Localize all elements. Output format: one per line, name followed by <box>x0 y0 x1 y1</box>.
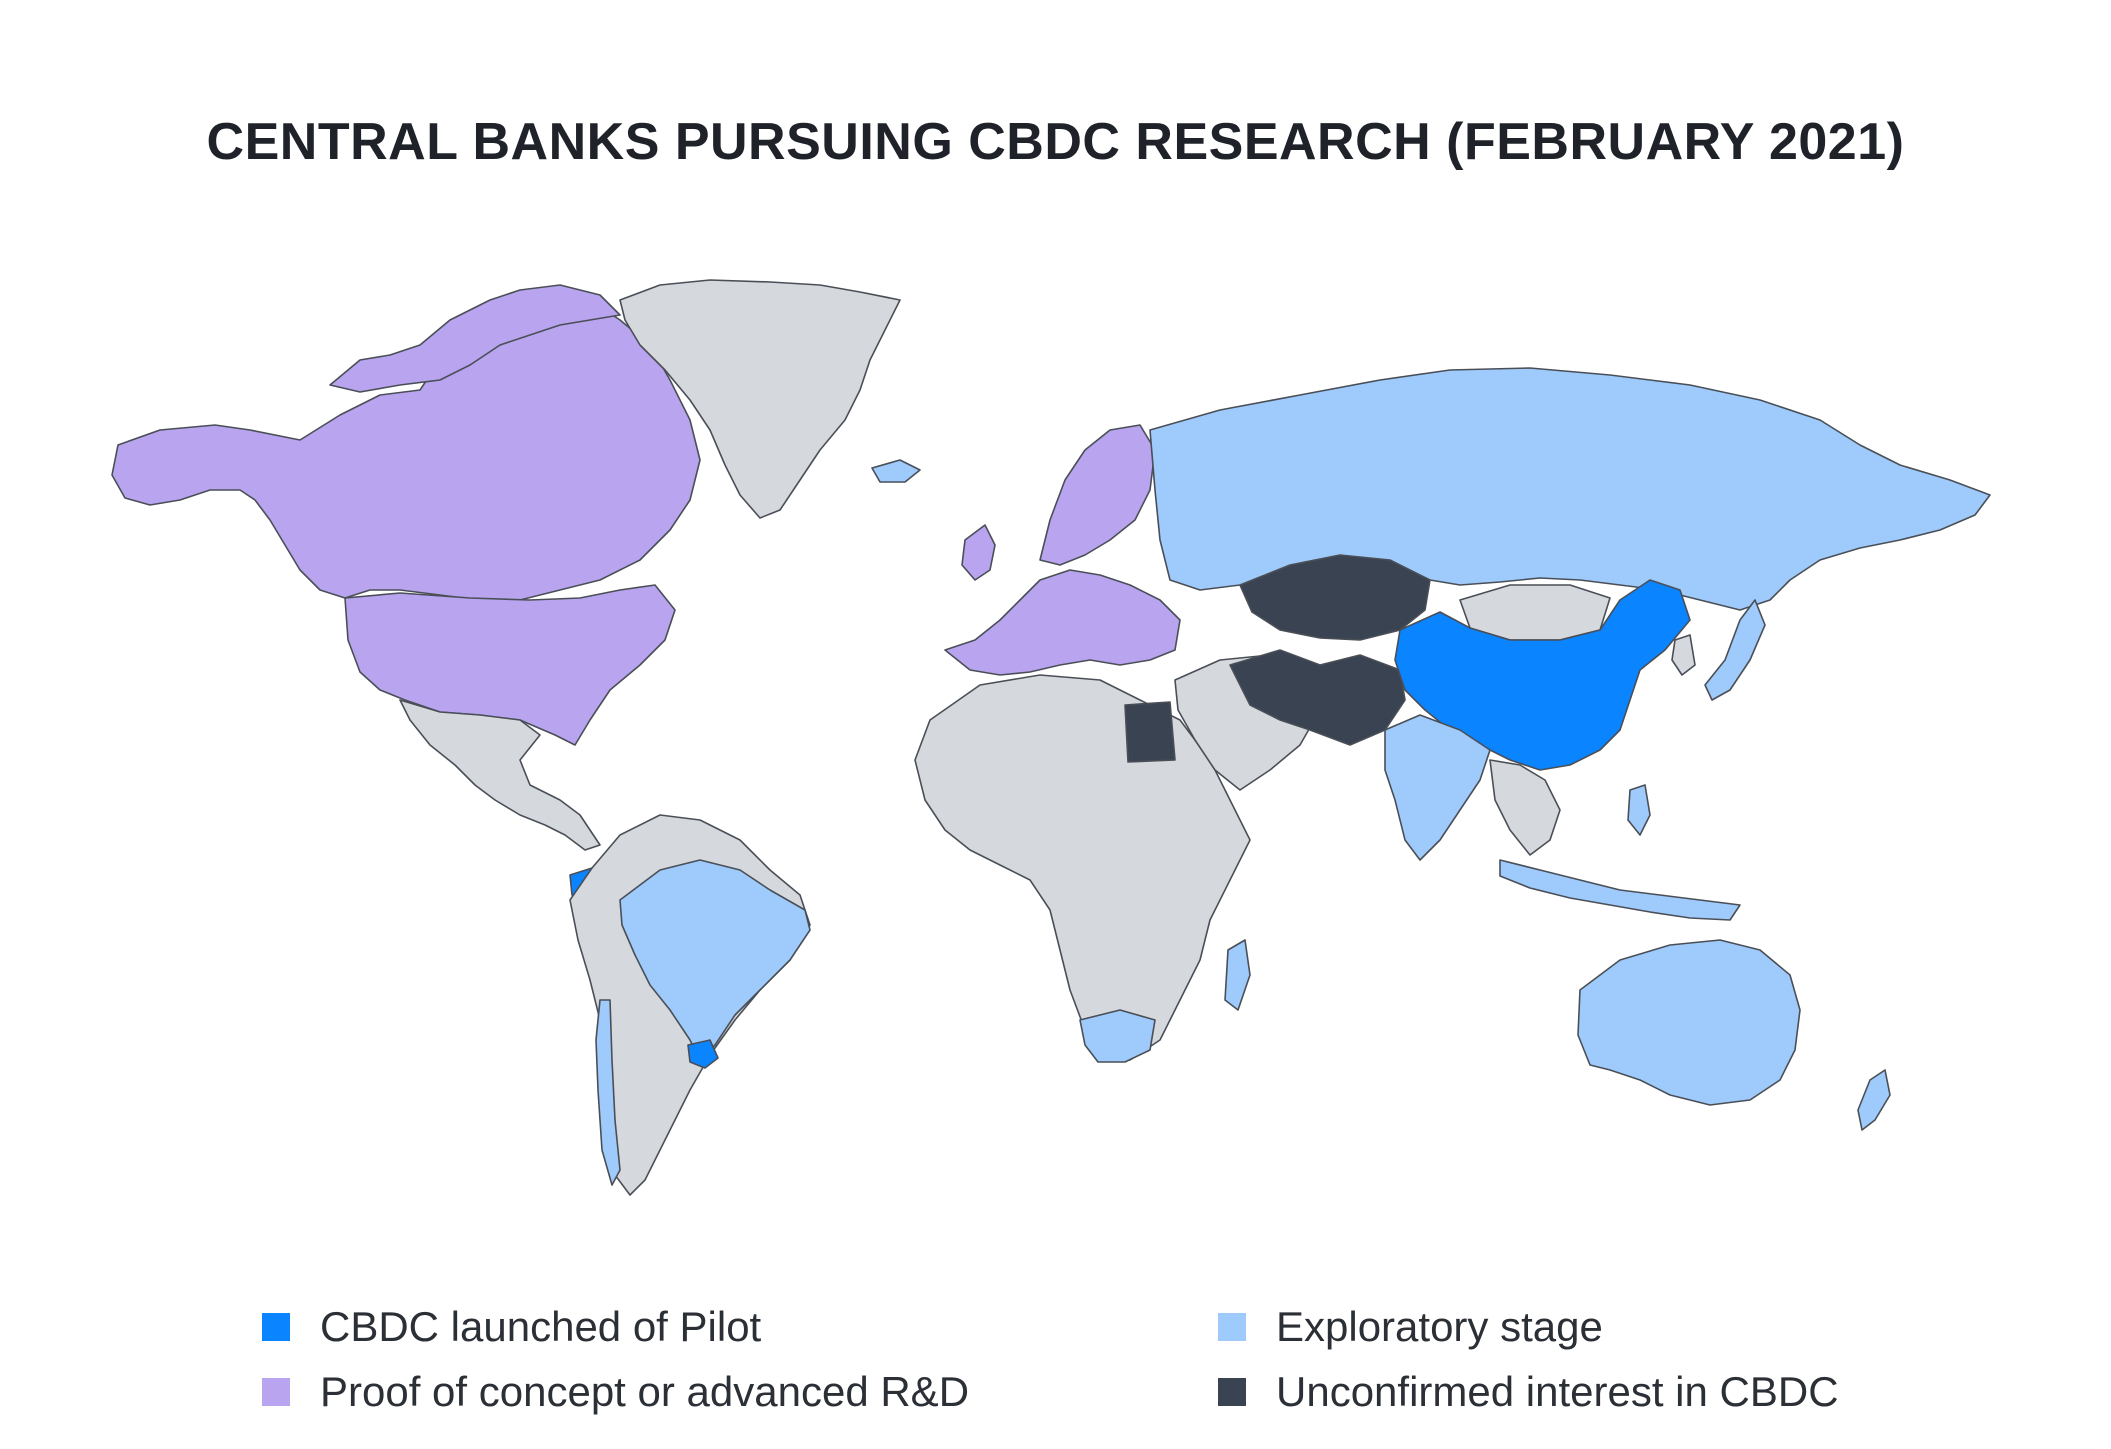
region-madagascar <box>1224 939 1251 1011</box>
region-uk <box>961 524 996 581</box>
region-indonesia <box>1499 859 1741 921</box>
region-iran-pakistan <box>1229 649 1406 746</box>
region-australia <box>1577 939 1801 1106</box>
region-canada-islands <box>329 284 621 393</box>
legend-label-exploratory: Exploratory stage <box>1276 1303 1603 1350</box>
region-iceland <box>871 459 921 483</box>
region-scandinavia <box>1039 424 1156 566</box>
region-japan <box>1704 599 1766 701</box>
legend-item-exploratory: Exploratory stage <box>1218 1303 1603 1351</box>
region-south-africa <box>1079 1009 1156 1063</box>
region-usa <box>344 584 676 746</box>
region-brazil <box>619 859 811 1061</box>
region-egypt <box>1124 701 1176 763</box>
legend-item-poc: Proof of concept or advanced R&D <box>262 1368 969 1416</box>
legend-item-unconfirmed: Unconfirmed interest in CBDC <box>1218 1368 1839 1416</box>
legend-swatch-exploratory <box>1218 1313 1246 1341</box>
region-mexico-central-america <box>399 699 601 851</box>
legend-swatch-poc <box>262 1378 290 1406</box>
legend-label-poc: Proof of concept or advanced R&D <box>320 1368 970 1415</box>
region-uruguay <box>687 1039 719 1069</box>
legend-label-unconfirmed: Unconfirmed interest in CBDC <box>1276 1368 1839 1415</box>
region-philippines <box>1627 784 1651 836</box>
region-new-zealand <box>1857 1069 1891 1131</box>
region-india <box>1384 714 1491 861</box>
region-europe-west <box>944 569 1181 676</box>
region-southeast-asia <box>1489 759 1561 856</box>
legend-swatch-pilot <box>262 1313 290 1341</box>
legend-item-pilot: CBDC launched of Pilot <box>262 1303 761 1351</box>
region-korea <box>1671 634 1696 676</box>
legend-label-pilot: CBDC launched of Pilot <box>320 1303 762 1350</box>
region-canada <box>111 289 701 601</box>
legend-swatch-unconfirmed <box>1218 1378 1246 1406</box>
region-greenland <box>619 279 901 519</box>
region-chile <box>595 999 621 1186</box>
region-russia <box>1149 367 1991 611</box>
map-title: CENTRAL BANKS PURSUING CBDC RESEARCH (FE… <box>206 113 1905 171</box>
